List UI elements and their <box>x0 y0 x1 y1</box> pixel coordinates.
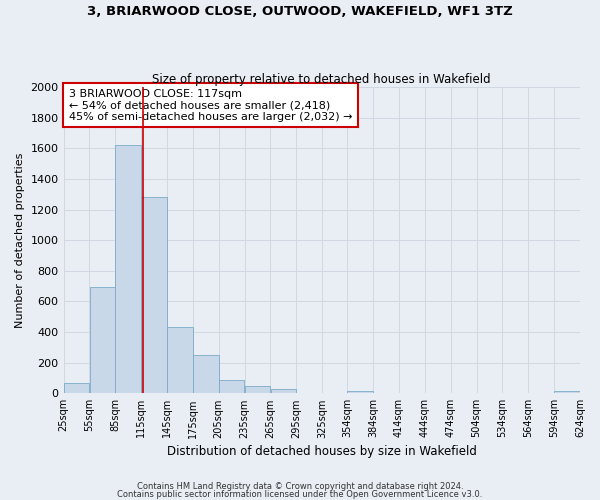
Text: 3 BRIARWOOD CLOSE: 117sqm
← 54% of detached houses are smaller (2,418)
45% of se: 3 BRIARWOOD CLOSE: 117sqm ← 54% of detac… <box>69 88 352 122</box>
Bar <box>115 144 141 394</box>
Title: Size of property relative to detached houses in Wakefield: Size of property relative to detached ho… <box>152 73 491 86</box>
Bar <box>64 384 89 394</box>
Bar <box>245 386 271 394</box>
Bar <box>193 355 218 394</box>
Text: 3, BRIARWOOD CLOSE, OUTWOOD, WAKEFIELD, WF1 3TZ: 3, BRIARWOOD CLOSE, OUTWOOD, WAKEFIELD, … <box>87 5 513 18</box>
Bar <box>554 391 580 394</box>
Bar <box>89 287 115 394</box>
Bar <box>347 391 373 394</box>
Bar <box>167 328 193 394</box>
Y-axis label: Number of detached properties: Number of detached properties <box>15 152 25 328</box>
Bar <box>219 380 244 394</box>
Text: Contains HM Land Registry data © Crown copyright and database right 2024.: Contains HM Land Registry data © Crown c… <box>137 482 463 491</box>
X-axis label: Distribution of detached houses by size in Wakefield: Distribution of detached houses by size … <box>167 444 477 458</box>
Bar <box>271 388 296 394</box>
Bar <box>141 198 167 394</box>
Text: Contains public sector information licensed under the Open Government Licence v3: Contains public sector information licen… <box>118 490 482 499</box>
